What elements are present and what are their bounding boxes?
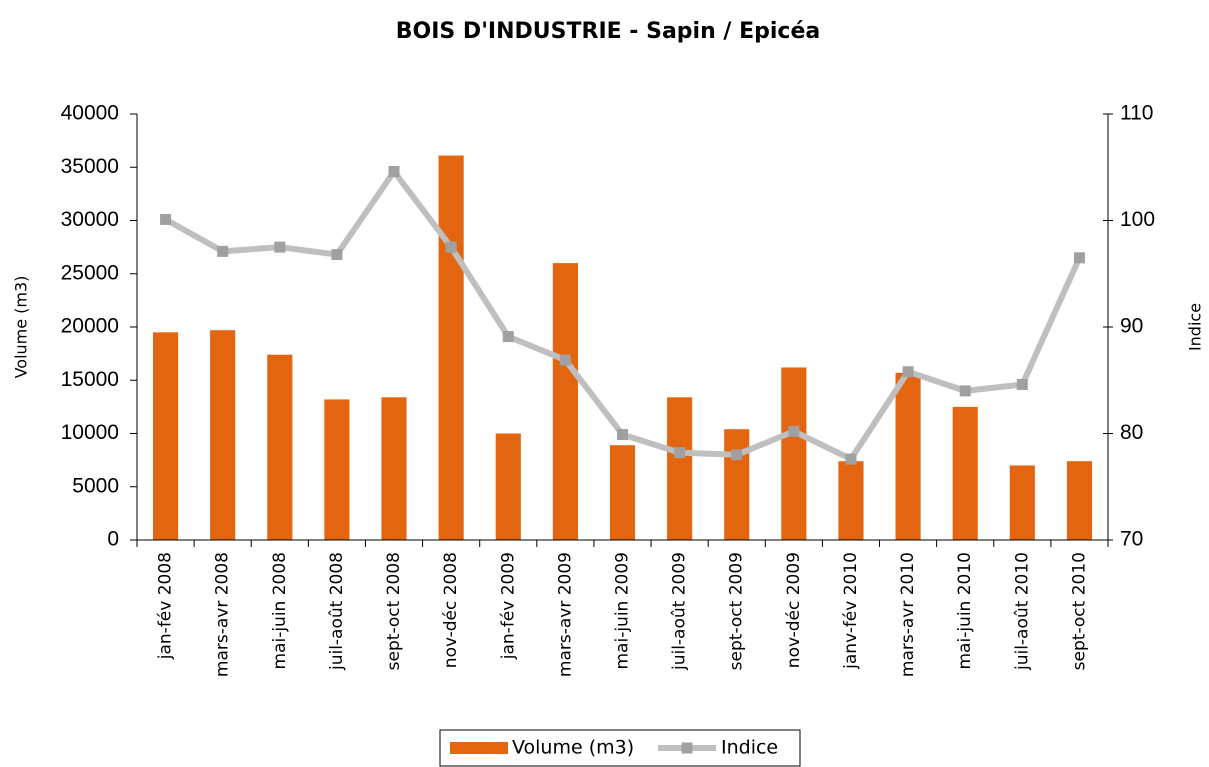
bar — [895, 372, 921, 540]
marker — [617, 429, 628, 441]
marker — [845, 453, 857, 465]
y-tick-label: 35000 — [61, 155, 119, 178]
marker — [502, 331, 514, 343]
bar — [609, 445, 636, 540]
bar — [381, 397, 407, 540]
bar — [1066, 461, 1093, 540]
legend-box — [439, 729, 801, 767]
x-tick-label: sept-oct 2010 — [1069, 552, 1089, 670]
marker — [388, 166, 400, 178]
marker — [1016, 379, 1028, 391]
x-tick-label: jan-fév 2009 — [498, 552, 518, 660]
x-tick-label: juil-août 2009 — [670, 552, 690, 671]
marker — [217, 245, 229, 257]
marker — [559, 354, 571, 366]
bar — [781, 367, 807, 540]
legend-label: Volume (m3) — [512, 737, 634, 759]
y-tick-label: 10000 — [61, 421, 119, 444]
x-tick-label: sept-oct 2008 — [384, 552, 404, 670]
marker — [331, 249, 343, 261]
marker — [274, 241, 286, 253]
x-tick-label: nov-déc 2009 — [784, 552, 804, 668]
bar — [495, 433, 521, 540]
y-tick-label: 15000 — [61, 368, 119, 391]
y-tick-label: 5000 — [72, 474, 119, 497]
bar — [724, 429, 750, 540]
y-tick-label: 0 — [107, 528, 119, 551]
x-tick-label: janv-fév 2010 — [841, 552, 861, 670]
marker — [160, 213, 172, 225]
marker — [731, 449, 743, 461]
x-tick-label: nov-déc 2008 — [441, 552, 461, 668]
chart-title: BOIS D'INDUSTRIE - Sapin / Epicéa — [396, 19, 820, 44]
bar — [552, 263, 578, 540]
y-axis-title: Volume (m3) — [12, 276, 31, 379]
x-tick-label: jan-fév 2008 — [156, 552, 176, 660]
x-tick-label: sept-oct 2009 — [727, 552, 747, 670]
bar — [152, 332, 179, 540]
x-tick-label: mars-avr 2010 — [898, 552, 918, 677]
x-tick-label: juil-août 2008 — [327, 552, 347, 671]
x-tick-label: juil-août 2010 — [1012, 552, 1032, 671]
x-tick-label: mars-avr 2009 — [555, 552, 575, 677]
y2-tick-label: 80 — [1120, 421, 1143, 444]
y-tick-label: 20000 — [61, 315, 119, 338]
marker — [959, 385, 971, 397]
marker — [445, 241, 457, 253]
x-tick-label: mai-juin 2010 — [955, 552, 975, 670]
marker — [1073, 252, 1085, 264]
y-tick-label: 30000 — [61, 208, 119, 231]
x-tick-label: mai-juin 2009 — [613, 552, 633, 670]
legend-marker — [681, 742, 693, 754]
bar — [324, 399, 350, 540]
bar — [267, 354, 293, 540]
y2-tick-label: 100 — [1120, 208, 1155, 231]
marker — [788, 425, 800, 437]
marker — [902, 366, 914, 378]
legend-swatch — [450, 742, 508, 754]
x-tick-label: mars-avr 2008 — [213, 552, 233, 677]
bar — [952, 406, 978, 540]
bar — [210, 330, 236, 540]
y2-tick-label: 110 — [1120, 102, 1153, 125]
y-tick-label: 40000 — [61, 102, 119, 125]
bar — [667, 397, 693, 540]
bar — [438, 155, 464, 540]
x-tick-label: mai-juin 2008 — [270, 552, 290, 670]
legend-label: Indice — [721, 737, 778, 759]
y2-axis-title: Indice — [1186, 303, 1205, 351]
bar — [1009, 465, 1035, 540]
bar — [838, 461, 864, 540]
marker — [674, 447, 686, 459]
y-tick-label: 25000 — [61, 261, 119, 284]
y2-tick-label: 70 — [1120, 528, 1143, 551]
y2-tick-label: 90 — [1120, 315, 1143, 338]
line — [164, 168, 1083, 463]
